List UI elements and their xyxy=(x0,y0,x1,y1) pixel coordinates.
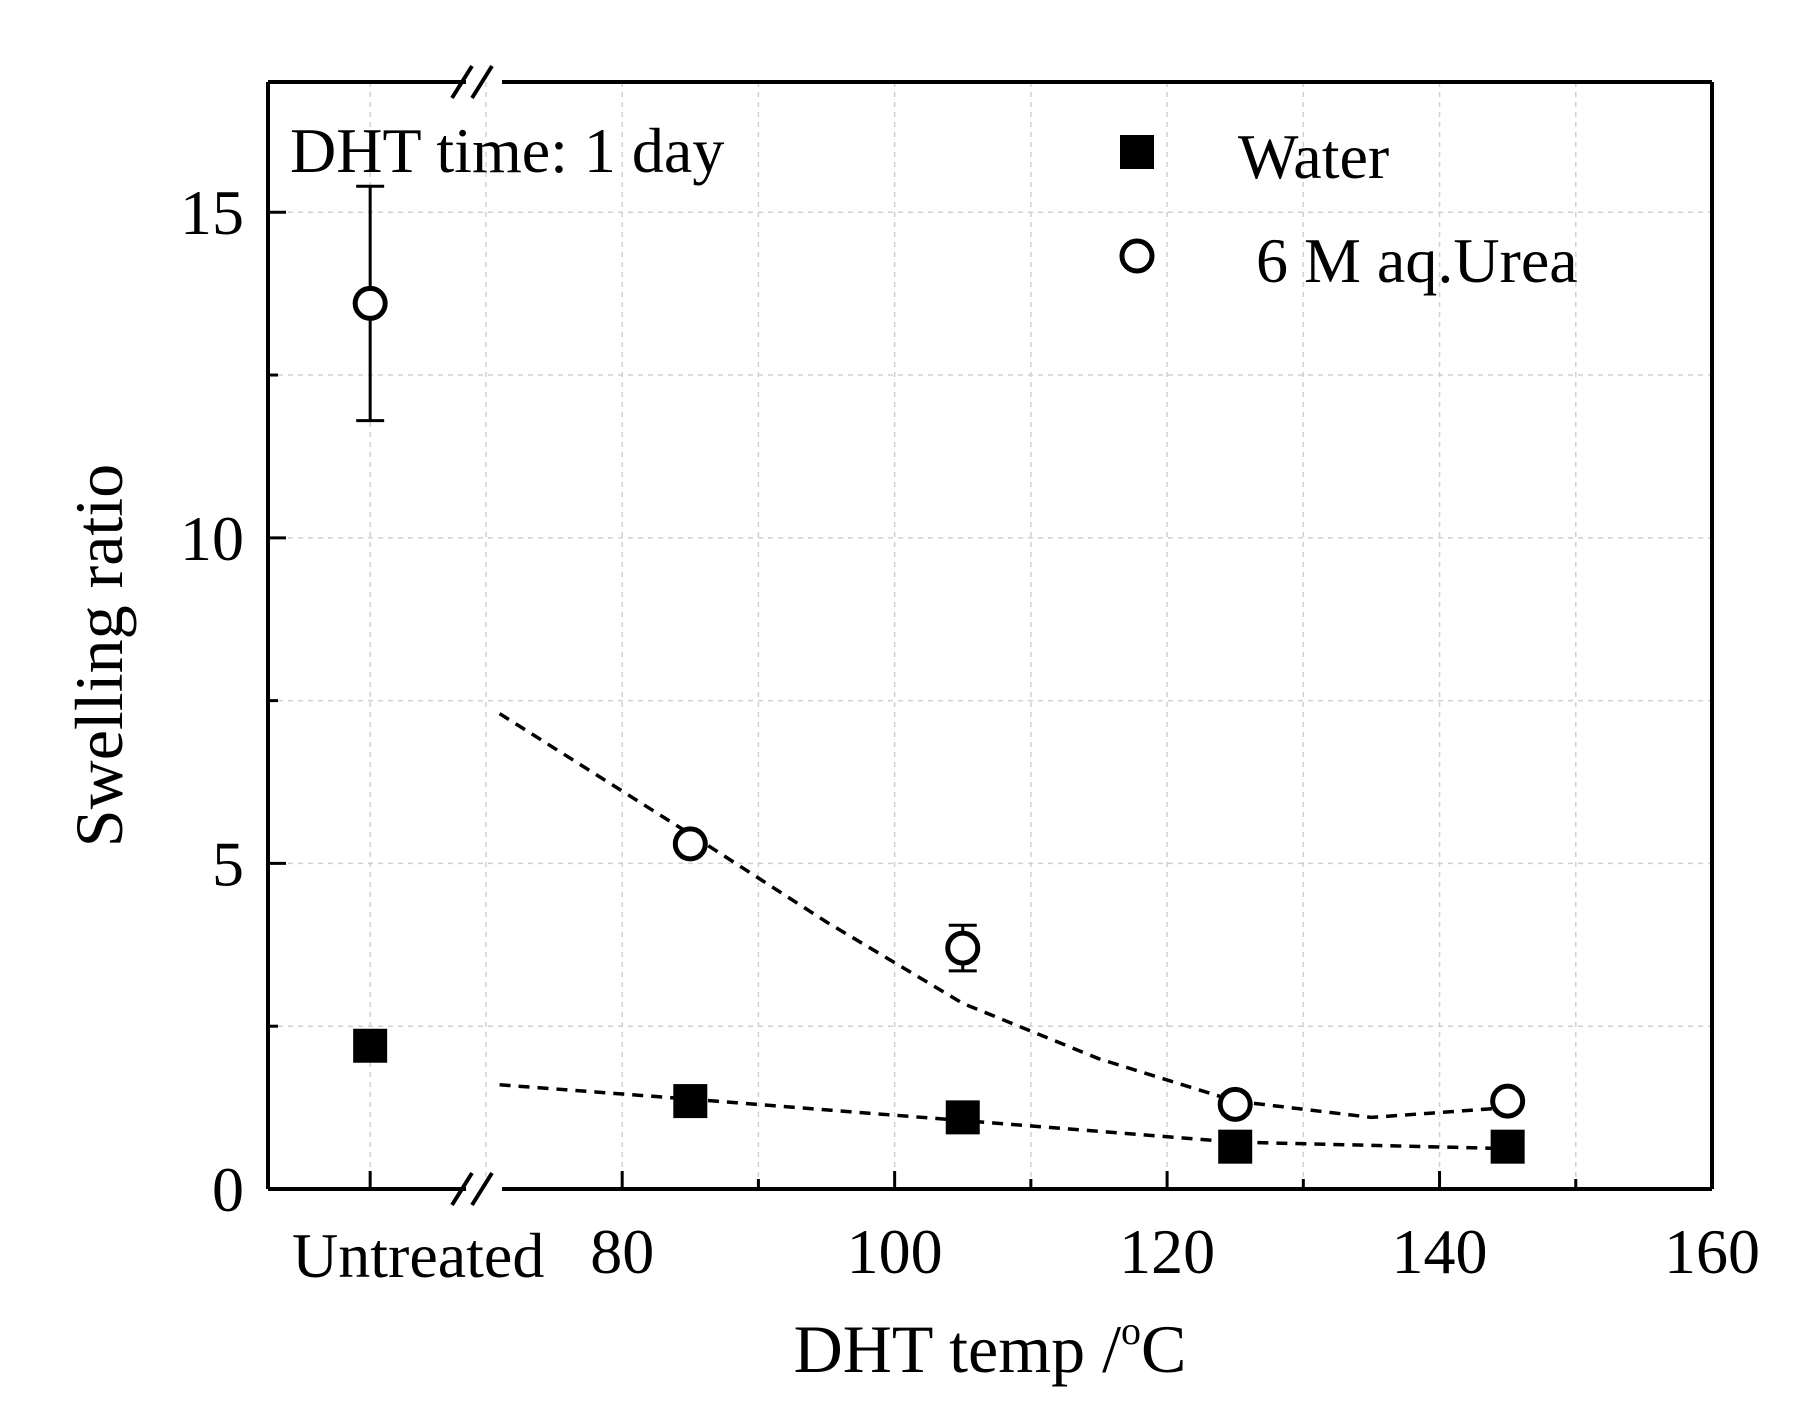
x-tick-label: 120 xyxy=(1119,1216,1215,1287)
data-point-urea xyxy=(1490,1083,1526,1119)
x-axis-title-degree: o xyxy=(1121,1308,1141,1353)
data-point-urea xyxy=(672,826,708,862)
data-point-urea xyxy=(945,930,981,966)
data-points xyxy=(352,285,1526,1164)
x-tick-label: 100 xyxy=(847,1216,943,1287)
y-tick-label: 0 xyxy=(212,1154,244,1225)
legend-label-urea: 6 M aq.Urea xyxy=(1256,225,1578,296)
y-tick-label: 10 xyxy=(180,503,244,574)
x-tick-label: 80 xyxy=(590,1216,654,1287)
data-point-urea xyxy=(352,285,388,321)
x-axis-title-unit: C xyxy=(1141,1311,1186,1387)
axis-break-mark xyxy=(470,64,494,100)
data-point-water xyxy=(353,1028,388,1063)
axis-break-mark xyxy=(450,64,474,100)
grid-lines xyxy=(268,82,1712,1189)
x-axis-title-text: DHT temp / xyxy=(794,1311,1121,1387)
legend-marker-urea xyxy=(1119,238,1155,274)
chart-annotation: DHT time: 1 day xyxy=(290,115,724,186)
y-axis-title: Swelling ratio xyxy=(61,464,137,847)
axis-ticks: 0 5 10 15 80 100 120 140 160 xyxy=(180,177,1760,1287)
data-point-urea xyxy=(1217,1086,1253,1122)
trend-line-urea xyxy=(498,712,1508,1120)
x-tick-label-untreated: Untreated xyxy=(292,1220,544,1291)
x-axis-title: DHT temp /oC xyxy=(794,1308,1187,1387)
trend-lines xyxy=(498,712,1508,1151)
y-tick-label: 15 xyxy=(180,177,244,248)
axes-frame xyxy=(266,80,1714,1191)
axis-break-marks xyxy=(450,64,494,1207)
data-point-water xyxy=(673,1084,708,1119)
x-tick-label: 140 xyxy=(1392,1216,1488,1287)
axis-break-mark xyxy=(450,1171,474,1207)
data-point-water xyxy=(1218,1129,1253,1164)
data-point-water xyxy=(945,1100,980,1135)
x-tick-label: 160 xyxy=(1664,1216,1760,1287)
axis-break-mark xyxy=(470,1171,494,1207)
y-tick-label: 5 xyxy=(212,828,244,899)
error-bars xyxy=(356,184,1522,1152)
legend-marker-water xyxy=(1120,135,1154,169)
legend: Water 6 M aq.Urea xyxy=(1119,121,1578,296)
legend-label-water: Water xyxy=(1238,121,1389,192)
data-point-water xyxy=(1490,1129,1525,1164)
